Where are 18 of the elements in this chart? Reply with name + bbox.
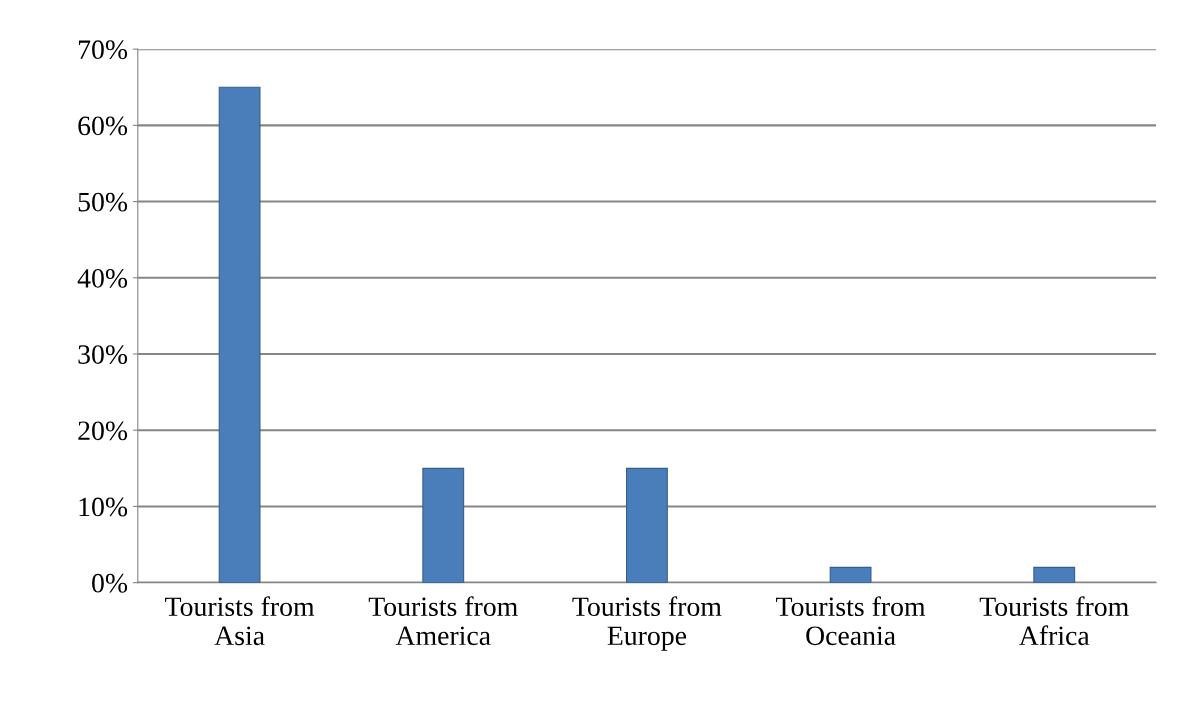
y-tick-label: 0% — [92, 573, 128, 593]
x-tick-label: Tourists from Europe — [572, 596, 722, 651]
bar — [422, 467, 465, 583]
y-tick-label: 30% — [78, 345, 128, 365]
x-tick-label: Tourists from Africa — [979, 596, 1129, 646]
bar — [218, 86, 261, 583]
y-tick-label: 20% — [78, 421, 128, 441]
y-tick-label: 70% — [78, 40, 128, 60]
x-tick-label: Tourists from Oceania — [776, 596, 926, 646]
y-tick-label: 60% — [78, 116, 128, 136]
y-tick-label: 50% — [78, 192, 128, 212]
bar — [829, 566, 872, 583]
y-tick-label: 40% — [77, 268, 128, 288]
x-tick-label: Tourists from America — [368, 596, 518, 646]
y-tick-label: 10% — [79, 497, 128, 517]
bar — [1033, 566, 1076, 583]
x-tick-label: Tourists from Asia — [165, 596, 315, 646]
bar — [625, 467, 668, 583]
